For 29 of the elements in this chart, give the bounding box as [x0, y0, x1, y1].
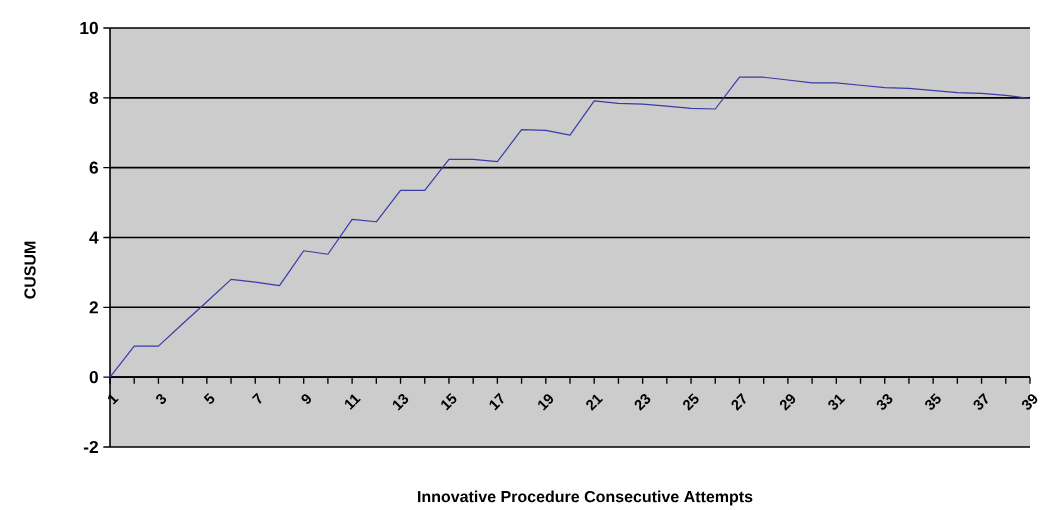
x-tick-label: 21 — [586, 394, 604, 411]
y-tick-label: 4 — [89, 231, 99, 244]
x-tick-label: 13 — [392, 394, 409, 411]
x-tick-label: 37 — [973, 392, 988, 410]
x-axis-title: Innovative Procedure Consecutive Attempts — [418, 490, 753, 506]
y-tick-label: 8 — [89, 91, 99, 104]
x-tick-label: 11 — [344, 394, 361, 410]
y-tick-label: 10 — [80, 21, 98, 35]
x-tick-label: 9 — [301, 394, 311, 404]
x-tick-label: 33 — [876, 394, 893, 410]
x-tick-label: 39 — [1021, 394, 1038, 410]
y-axis-title: CUSUM — [24, 241, 36, 299]
x-tick-label: 7 — [251, 392, 262, 404]
x-tick-label: 31 — [828, 394, 846, 410]
x-tick-label: 25 — [683, 393, 699, 411]
y-tick-label: -2 — [83, 440, 98, 454]
x-tick-label: 3 — [156, 394, 167, 404]
x-tick-label: 29 — [779, 394, 796, 411]
x-tick-label: 17 — [489, 392, 504, 411]
y-tick-label: 0 — [89, 371, 98, 384]
y-tick-label: 6 — [89, 161, 99, 174]
y-tick-label: 2 — [89, 301, 98, 314]
x-tick-label: 19 — [538, 394, 554, 411]
x-tick-label: 23 — [634, 394, 651, 411]
x-tick-label: 5 — [203, 393, 215, 404]
x-tick-label: 1 — [107, 394, 119, 405]
x-tick-label: 27 — [731, 392, 746, 411]
x-tick-label: 15 — [441, 393, 457, 411]
x-tick-label: 35 — [925, 393, 941, 410]
